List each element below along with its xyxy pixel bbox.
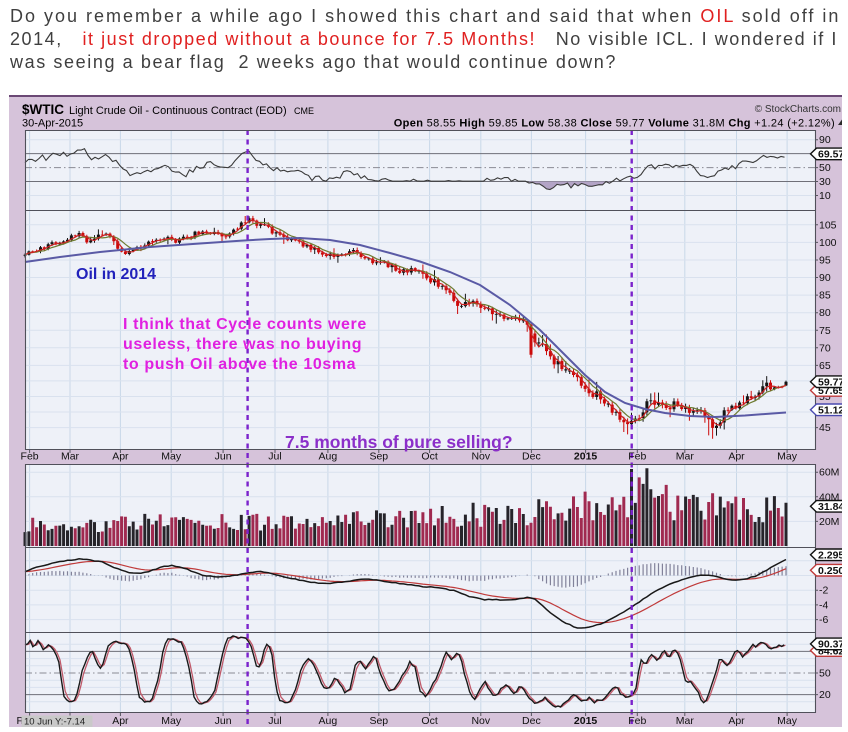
svg-text:95: 95 <box>819 255 831 267</box>
svg-text:Nov: Nov <box>471 451 490 463</box>
svg-text:Mar: Mar <box>676 715 695 727</box>
svg-text:Open 58.55 High 59.85 Low 58.3: Open 58.55 High 59.85 Low 58.38 Close 59… <box>394 118 835 130</box>
svg-text:100: 100 <box>819 237 837 249</box>
svg-text:31.84: 31.84 <box>818 501 842 513</box>
svg-text:Feb: Feb <box>628 715 646 727</box>
svg-text:55: 55 <box>819 391 831 403</box>
svg-text:10 Jun Y:-7.14: 10 Jun Y:-7.14 <box>24 717 85 728</box>
svg-text:80: 80 <box>819 307 831 319</box>
svg-text:90: 90 <box>819 272 831 284</box>
svg-text:Feb: Feb <box>628 451 646 463</box>
svg-text:90: 90 <box>819 134 831 146</box>
svg-text:Aug: Aug <box>319 451 338 463</box>
svg-text:105: 105 <box>819 219 837 231</box>
svg-text:© StockCharts.com: © StockCharts.com <box>755 104 841 115</box>
svg-text:May: May <box>777 451 798 463</box>
svg-text:Jul: Jul <box>268 451 281 463</box>
svg-text:Light Crude Oil - Continuous C: Light Crude Oil - Continuous Contract (E… <box>69 105 287 117</box>
svg-text:Jun: Jun <box>215 451 232 463</box>
svg-text:-4: -4 <box>819 599 828 611</box>
svg-text:7.5 months of pure selling?: 7.5 months of pure selling? <box>285 432 513 452</box>
svg-text:10: 10 <box>819 190 831 202</box>
svg-text:-2: -2 <box>819 585 828 597</box>
svg-text:Nov: Nov <box>471 715 490 727</box>
svg-text:90.37: 90.37 <box>818 639 842 651</box>
svg-text:69.57: 69.57 <box>818 149 842 161</box>
svg-text:20M: 20M <box>819 516 839 528</box>
svg-text:0.250: 0.250 <box>818 565 842 577</box>
svg-text:$WTIC: $WTIC <box>22 102 64 117</box>
svg-text:50: 50 <box>819 668 831 680</box>
svg-text:Apr: Apr <box>112 715 129 727</box>
svg-text:Apr: Apr <box>112 451 129 463</box>
svg-text:May: May <box>161 451 182 463</box>
svg-text:60M: 60M <box>819 467 839 479</box>
svg-text:30-Apr-2015: 30-Apr-2015 <box>22 118 83 130</box>
svg-text:I think that Cycle counts were: I think that Cycle counts were <box>123 316 367 333</box>
svg-text:Feb: Feb <box>21 451 39 463</box>
svg-text:Oil in 2014: Oil in 2014 <box>76 266 156 283</box>
svg-text:Jul: Jul <box>268 715 281 727</box>
svg-text:May: May <box>161 715 182 727</box>
svg-text:51.12: 51.12 <box>818 405 842 417</box>
svg-text:Apr: Apr <box>728 715 745 727</box>
svg-text:59.77: 59.77 <box>818 377 842 389</box>
svg-text:2.295: 2.295 <box>818 550 842 562</box>
svg-text:2015: 2015 <box>574 715 598 727</box>
svg-text:May: May <box>777 715 798 727</box>
svg-text:Mar: Mar <box>676 451 695 463</box>
svg-text:65: 65 <box>819 360 831 372</box>
svg-text:CME: CME <box>294 106 314 116</box>
svg-text:Mar: Mar <box>61 451 80 463</box>
svg-text:Sep: Sep <box>369 715 388 727</box>
svg-text:20: 20 <box>819 689 831 701</box>
svg-text:50: 50 <box>819 162 831 174</box>
svg-text:45: 45 <box>819 422 831 434</box>
svg-text:Aug: Aug <box>319 715 338 727</box>
svg-text:useless, there was no buying: useless, there was no buying <box>123 336 362 353</box>
svg-text:Oct: Oct <box>421 451 437 463</box>
svg-text:Dec: Dec <box>522 715 541 727</box>
svg-text:75: 75 <box>819 325 831 337</box>
svg-text:to push Oil above the 10sma: to push Oil above the 10sma <box>123 356 356 373</box>
svg-text:F: F <box>17 715 23 727</box>
svg-text:2015: 2015 <box>574 451 598 463</box>
svg-text:-6: -6 <box>819 614 828 626</box>
svg-text:85: 85 <box>819 290 831 302</box>
svg-text:70: 70 <box>819 342 831 354</box>
svg-text:Sep: Sep <box>369 451 388 463</box>
svg-text:Apr: Apr <box>728 451 745 463</box>
svg-text:Jun: Jun <box>215 715 232 727</box>
svg-text:Dec: Dec <box>522 451 541 463</box>
svg-text:Oct: Oct <box>421 715 437 727</box>
svg-text:30: 30 <box>819 176 831 188</box>
